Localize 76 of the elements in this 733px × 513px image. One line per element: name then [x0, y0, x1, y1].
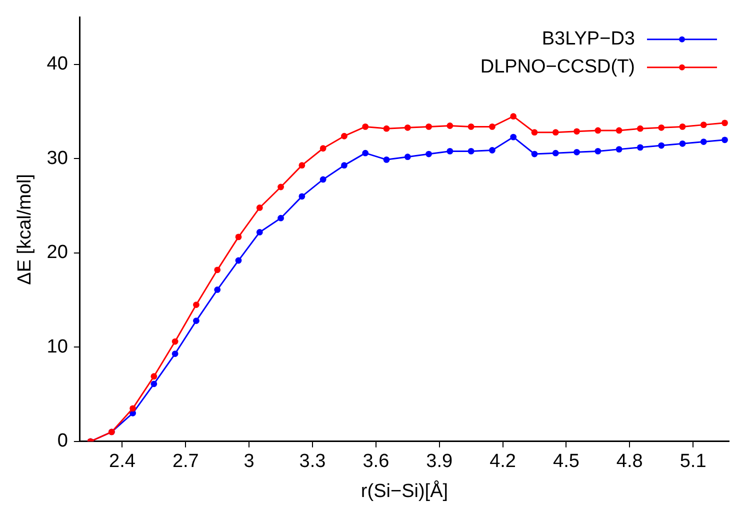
- point: [594, 148, 602, 154]
- x-axis-title: r(Si−Si)[Å]: [360, 480, 448, 502]
- legend-label: B3LYP−D3: [542, 28, 635, 50]
- y-tick-label: 0: [57, 430, 68, 452]
- point: [362, 124, 369, 130]
- point: [722, 120, 728, 126]
- x-tick-label: 2.4: [109, 451, 136, 472]
- y-tick-label: 10: [46, 336, 68, 358]
- point: [679, 124, 686, 130]
- y-tick-label: 20: [46, 242, 68, 264]
- point: [341, 132, 348, 140]
- point: [214, 266, 221, 274]
- point: [193, 318, 200, 324]
- point: [404, 154, 411, 160]
- point: [510, 134, 517, 140]
- x-tick-label: 3.6: [362, 451, 390, 472]
- point: [426, 124, 432, 130]
- point: [616, 127, 622, 134]
- point: [616, 146, 622, 153]
- point: [446, 148, 454, 154]
- point: [658, 142, 665, 149]
- point: [256, 204, 263, 211]
- x-tick-label: 5.1: [680, 451, 706, 472]
- point: [637, 125, 644, 132]
- point: [594, 127, 602, 134]
- point: [489, 147, 496, 154]
- point: [320, 176, 326, 183]
- x-tick-label: 3.3: [299, 451, 326, 472]
- point: [383, 125, 390, 132]
- y-axis-title: ΔE [kcal/mol]: [14, 174, 36, 285]
- point: [700, 122, 707, 128]
- point: [150, 380, 158, 388]
- point: [700, 138, 707, 145]
- point: [510, 113, 517, 120]
- point: [320, 145, 326, 152]
- point: [531, 129, 538, 136]
- point: [552, 129, 559, 136]
- point: [150, 373, 158, 380]
- point: [552, 150, 559, 156]
- x-tick-label: 2.7: [172, 451, 199, 472]
- point: [298, 162, 306, 169]
- x-tick-label: 4.8: [616, 451, 643, 472]
- point: [235, 234, 242, 240]
- point: [298, 193, 306, 200]
- point: [278, 184, 284, 190]
- point: [658, 124, 665, 131]
- point: [130, 405, 136, 412]
- x-tick-label: 3.9: [426, 451, 453, 472]
- x-tick-label: 3: [244, 451, 254, 472]
- point: [531, 150, 538, 158]
- point: [404, 124, 411, 131]
- point: [214, 286, 221, 293]
- x-tick-label: 4.5: [552, 451, 580, 472]
- point: [193, 302, 200, 308]
- point: [489, 124, 496, 130]
- point: [341, 162, 348, 169]
- point: [256, 229, 263, 236]
- point: [446, 122, 454, 129]
- point: [426, 150, 432, 158]
- y-tick-label: 30: [46, 148, 68, 169]
- point: [383, 156, 390, 163]
- legend-label: DLPNO−CCSD(T): [480, 56, 635, 78]
- point: [362, 150, 369, 156]
- point: [468, 124, 474, 130]
- point: [637, 144, 644, 151]
- point: [172, 350, 178, 357]
- point: [574, 148, 580, 156]
- point: [679, 140, 686, 147]
- point: [574, 128, 580, 135]
- y-tick-label: 40: [46, 54, 68, 75]
- x-tick-label: 4.2: [490, 451, 516, 472]
- point: [722, 136, 728, 144]
- point: [172, 338, 178, 345]
- point: [468, 148, 474, 154]
- point: [278, 214, 284, 222]
- point: [235, 257, 242, 264]
